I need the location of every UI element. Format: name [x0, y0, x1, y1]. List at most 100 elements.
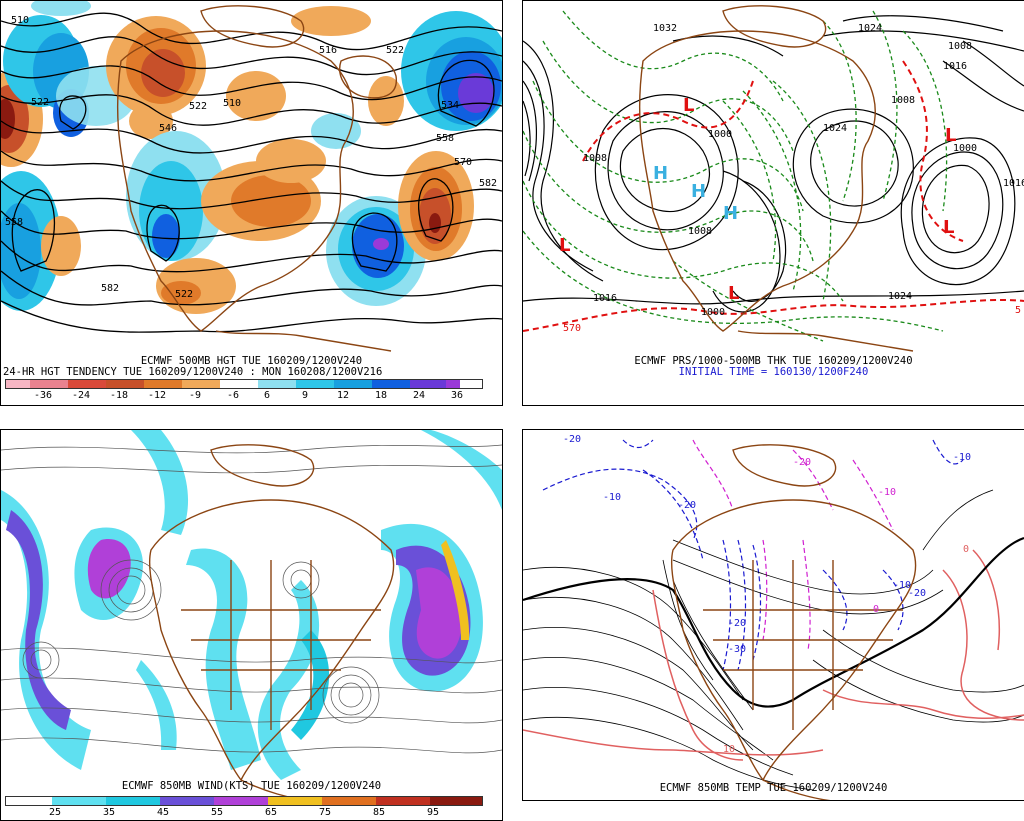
isobar-label: 1000: [953, 143, 977, 154]
contour-label: 558: [436, 133, 454, 144]
legend-tick: 95: [426, 807, 440, 818]
caption-500mb-hgt: ECMWF 500MB HGT TUE 160209/1200V240: [140, 355, 363, 367]
isobar-label: 1000: [708, 129, 732, 140]
isobar-label: 1016: [593, 293, 617, 304]
isobar-label: 1008: [891, 95, 915, 106]
contour-label: 510: [223, 98, 241, 109]
caption-initial-time: INITIAL TIME = 160130/1200F240: [678, 366, 869, 378]
map-500mb-hgt-tendency: 510 522 522 522 534 546 558 558 570 582 …: [1, 1, 502, 352]
isobar-label: 1032: [653, 23, 677, 34]
legend-tick: 36: [450, 390, 464, 401]
pressure-labels: 1032 1024 1024 1024 1016 1016 1016 1008 …: [563, 23, 1024, 334]
isobar-label: 1016: [1003, 178, 1024, 189]
coastlines: [116, 5, 397, 352]
contour-label: 570: [454, 157, 472, 168]
isotherm-label: -10: [878, 487, 896, 498]
isotherm-label: -10: [953, 452, 971, 463]
contour-label: 546: [159, 123, 177, 134]
isotherm-label: 10: [723, 744, 735, 755]
caption-850mb-temp: ECMWF 850MB TEMP TUE 160209/1200V240: [659, 782, 888, 794]
temperature-isotherms-warm: [523, 549, 1024, 761]
contour-label: 522: [189, 101, 207, 112]
contour-labels: 510 522 522 522 534 546 558 558 570 582 …: [5, 15, 497, 300]
thickness-label: 570: [563, 323, 581, 334]
panel-850mb-temp: -20 -10 -10 -20 -30 -20 -20 -10 0 0 10 -…: [522, 429, 1024, 801]
temperature-isotherms-solid: [523, 489, 1024, 791]
legend-tick: 45: [156, 807, 170, 818]
contour-label: 534: [441, 100, 459, 111]
temperature-isotherms-cold: [542, 439, 964, 671]
isotherm-label: -10: [603, 492, 621, 503]
caption-hgt-tendency: 24-HR HGT TENDENCY TUE 160209/1200V240 :…: [3, 366, 383, 378]
contour-label: 582: [479, 178, 497, 189]
isotherm-label: 0: [873, 604, 879, 615]
isobars: [523, 15, 1024, 313]
isobar-label: 1000: [701, 307, 725, 318]
thickness-570-line: [523, 60, 1024, 332]
isobar-label: 1024: [888, 291, 912, 302]
legend-tick: -9: [188, 390, 202, 401]
isobar-label: 1024: [858, 23, 882, 34]
legend-tick: -24: [71, 390, 91, 401]
thickness-lines: [523, 10, 948, 342]
legend-tick: 24: [412, 390, 426, 401]
low-pressure-marker: L: [728, 283, 739, 304]
isotherm-label: 0: [963, 544, 969, 555]
legend-tick: 25: [48, 807, 62, 818]
legend-tick: 35: [102, 807, 116, 818]
contour-label: 510: [11, 15, 29, 26]
streamlines: [1, 444, 502, 754]
low-pressure-marker: L: [943, 217, 954, 238]
legend-tick: 85: [372, 807, 386, 818]
map-850mb-wind: [1, 430, 502, 803]
coastlines: [670, 444, 917, 800]
height-contours: [1, 12, 502, 333]
isotherm-label: -20: [678, 500, 696, 511]
isotherm-label: -10: [893, 580, 911, 591]
isotherm-label: -20: [908, 588, 926, 599]
isobar-label: 1008: [948, 41, 972, 52]
isobar-label: 1024: [823, 123, 847, 134]
isobar-label: 1008: [688, 226, 712, 237]
legend-tick: 65: [264, 807, 278, 818]
wind-legend-ticks: 25 35 45 55 65 75 85 95: [5, 807, 481, 819]
legend-tick: 55: [210, 807, 224, 818]
isotherm-label: -20: [563, 434, 581, 445]
wind-speed-color-legend: [5, 796, 483, 806]
tendency-shading: [1, 1, 502, 314]
isotherm-labels: -20 -10 -10 -20 -30 -20 -20 -10 0 0 10 -…: [563, 434, 971, 755]
coastlines: [638, 5, 914, 352]
caption-prs-thickness: ECMWF PRS/1000-500MB THK TUE 160209/1200…: [634, 355, 913, 367]
legend-tick: 18: [374, 390, 388, 401]
low-pressure-marker: L: [683, 95, 694, 116]
legend-tick: 9: [301, 390, 309, 401]
wind-speed-shading: [1, 430, 502, 780]
low-pressure-marker: L: [559, 235, 570, 256]
map-850mb-temp: -20 -10 -10 -20 -30 -20 -20 -10 0 0 10 -…: [523, 434, 1024, 800]
legend-tick: 75: [318, 807, 332, 818]
map-prs-thickness: 1032 1024 1024 1024 1016 1016 1016 1008 …: [523, 5, 1024, 352]
contour-label: 558: [5, 217, 23, 228]
panel-prs-thickness: 1032 1024 1024 1024 1016 1016 1016 1008 …: [522, 0, 1024, 406]
high-pressure-marker: H: [723, 203, 738, 224]
legend-tick: -18: [109, 390, 129, 401]
thickness-label: 5: [1015, 305, 1021, 316]
isotherm-label: -30: [728, 644, 746, 655]
legend-tick: -12: [147, 390, 167, 401]
legend-tick: 12: [336, 390, 350, 401]
contour-label: 582: [101, 283, 119, 294]
isotherm-label: -20: [728, 618, 746, 629]
caption-850mb-wind: ECMWF 850MB WIND(KTS) TUE 160209/1200V24…: [121, 780, 382, 792]
high-low-markers: H H H L L L L L: [559, 95, 956, 304]
tendency-color-legend: [5, 379, 483, 389]
isobar-label: 1016: [943, 61, 967, 72]
isobar-label: 1008: [583, 153, 607, 164]
isotherm-label: -20: [793, 457, 811, 468]
panel-500mb-hgt: 510 522 522 522 534 546 558 558 570 582 …: [0, 0, 503, 406]
low-pressure-marker: L: [945, 125, 956, 146]
contour-label: 522: [31, 97, 49, 108]
contour-label: 522: [175, 289, 193, 300]
freezing-line: [523, 536, 1024, 708]
tendency-legend-ticks: -36 -24 -18 -12 -9 -6 6 9 12 18 24 36: [5, 390, 481, 402]
legend-tick: 6: [263, 390, 271, 401]
